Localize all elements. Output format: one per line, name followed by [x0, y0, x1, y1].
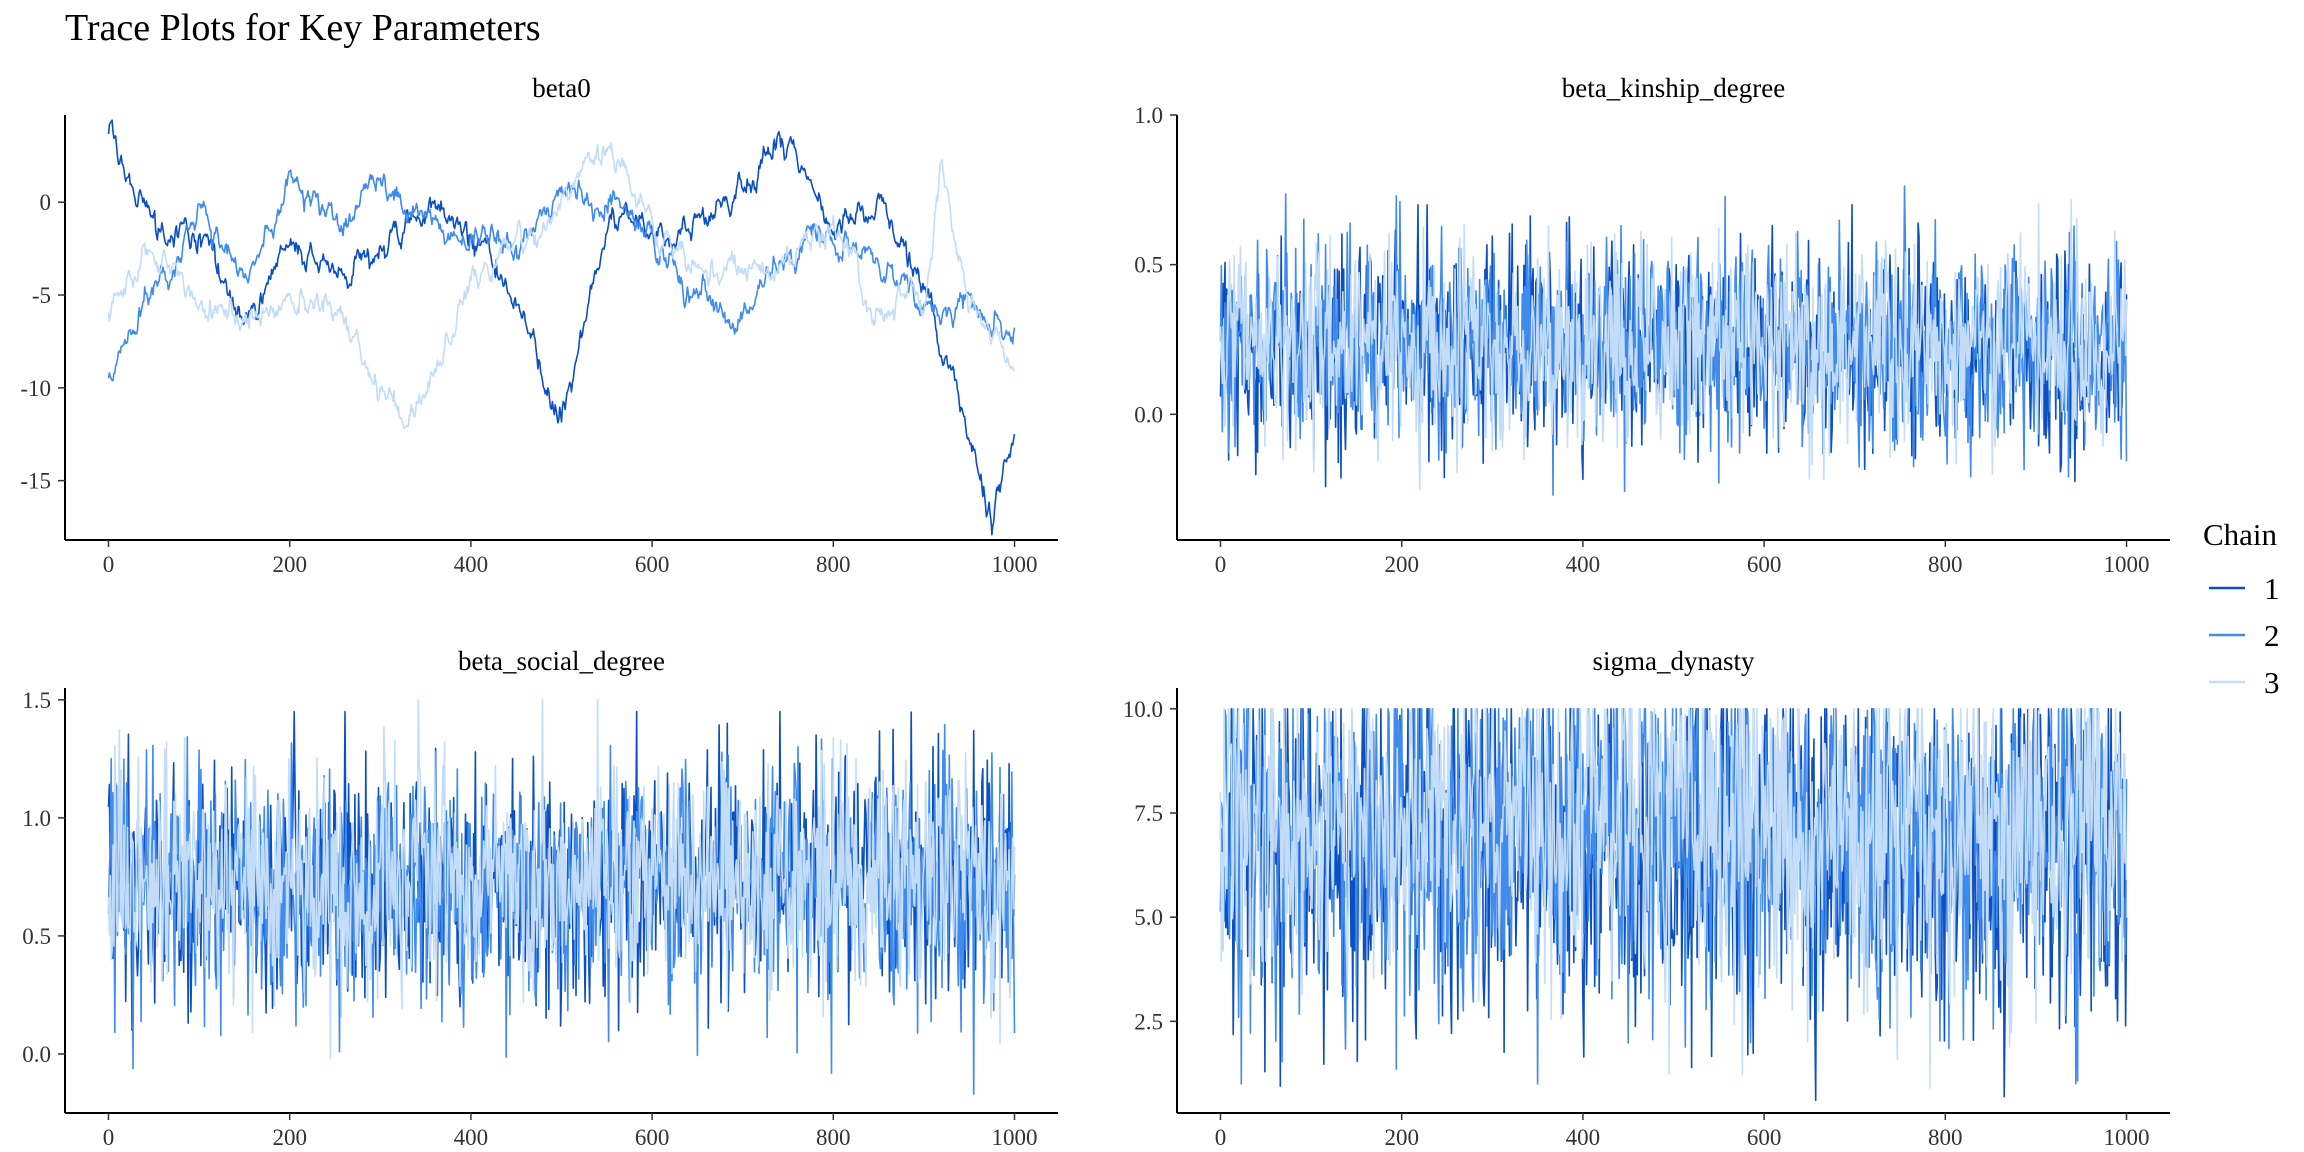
series-group — [107, 699, 1016, 1095]
x-tick-label: 400 — [1566, 552, 1601, 577]
y-tick-label: 2.5 — [1134, 1009, 1163, 1034]
x-tick-label: 1000 — [992, 552, 1038, 577]
x-tick-label: 0 — [1215, 1125, 1227, 1150]
y-tick-label: 1.5 — [22, 688, 51, 713]
legend-item-chain-1: 1 — [2209, 571, 2280, 606]
x-tick-label: 800 — [816, 552, 851, 577]
trace-line-chain-2 — [1219, 708, 2128, 1085]
y-tick-label: 7.5 — [1134, 801, 1163, 826]
y-tick-label: 5.0 — [1134, 905, 1163, 930]
x-tick-label: 400 — [454, 552, 489, 577]
legend-item-chain-3: 3 — [2209, 665, 2280, 700]
series-group — [1219, 708, 2128, 1102]
panel-title-beta-social-degree: beta_social_degree — [458, 646, 665, 676]
x-tick-label: 400 — [1566, 1125, 1601, 1150]
panels: beta0 0 200 400 600 800 1000 0 -5 -10 -15 beta_kins… — [20, 73, 2170, 1150]
x-tick-label: 600 — [1747, 1125, 1782, 1150]
x-tick-label: 1000 — [2104, 1125, 2150, 1150]
y-tick-label: 0.0 — [22, 1042, 51, 1067]
x-tick-label: 200 — [1384, 552, 1419, 577]
legend: Chain 1 2 3 — [2203, 517, 2280, 700]
y-tick-label: 0 — [40, 190, 52, 215]
x-tick-label: 0 — [103, 552, 115, 577]
x-tick-label: 800 — [1928, 1125, 1963, 1150]
panel-title-beta0: beta0 — [532, 73, 590, 103]
y-tick-label: 0.5 — [22, 924, 51, 949]
panel-title-beta-kinship-degree: beta_kinship_degree — [1562, 73, 1785, 103]
x-tick-label: 600 — [1747, 552, 1782, 577]
x-tick-label: 600 — [635, 1125, 670, 1150]
x-tick-label: 200 — [272, 1125, 307, 1150]
y-tick-label: -10 — [20, 376, 51, 401]
panel-sigma-dynasty: sigma_dynasty 0 200 400 600 800 1000 2.5 5.0 7.5 1… — [1123, 646, 2170, 1150]
panel-beta-social-degree: beta_social_degree 0 200 400 600 800 1000 0.0 0.… — [22, 646, 1058, 1150]
legend-label: 2 — [2264, 618, 2280, 653]
panel-beta0: beta0 0 200 400 600 800 1000 0 -5 -10 -15 — [20, 73, 1058, 577]
x-tick-label: 600 — [635, 552, 670, 577]
trace-line-chain-3 — [1219, 199, 2128, 491]
panel-beta-kinship-degree: beta_kinship_degree 0 200 400 600 800 1000 0.0 0… — [1134, 73, 2170, 577]
y-tick-label: 0.5 — [1134, 253, 1163, 278]
panel-title-sigma-dynasty: sigma_dynasty — [1593, 646, 1755, 676]
y-tick-label: 0.0 — [1134, 402, 1163, 427]
legend-label: 1 — [2264, 571, 2280, 606]
x-tick-label: 200 — [1384, 1125, 1419, 1150]
legend-item-chain-2: 2 — [2209, 618, 2280, 653]
page-title: Trace Plots for Key Parameters — [65, 7, 541, 49]
legend-label: 3 — [2264, 665, 2280, 700]
x-tick-label: 1000 — [992, 1125, 1038, 1150]
trace-line-chain-3 — [107, 142, 1015, 430]
x-tick-label: 0 — [1215, 552, 1227, 577]
y-tick-label: 10.0 — [1123, 697, 1163, 722]
y-tick-label: 1.0 — [22, 806, 51, 831]
legend-title: Chain — [2203, 517, 2278, 552]
x-tick-label: 800 — [816, 1125, 851, 1150]
trace-line-chain-3 — [1219, 708, 2128, 1089]
y-tick-label: 1.0 — [1134, 103, 1163, 128]
x-tick-label: 1000 — [2104, 552, 2150, 577]
series-group — [107, 119, 1016, 536]
x-tick-label: 400 — [454, 1125, 489, 1150]
trace-line-chain-2 — [107, 169, 1016, 382]
y-tick-label: -15 — [20, 469, 51, 494]
x-tick-label: 200 — [272, 552, 307, 577]
trace-line-chain-1 — [107, 119, 1016, 536]
trace-line-chain-3 — [107, 699, 1016, 1060]
x-tick-label: 800 — [1928, 552, 1963, 577]
x-tick-label: 0 — [103, 1125, 115, 1150]
series-group — [1219, 185, 2128, 496]
y-tick-label: -5 — [32, 283, 51, 308]
